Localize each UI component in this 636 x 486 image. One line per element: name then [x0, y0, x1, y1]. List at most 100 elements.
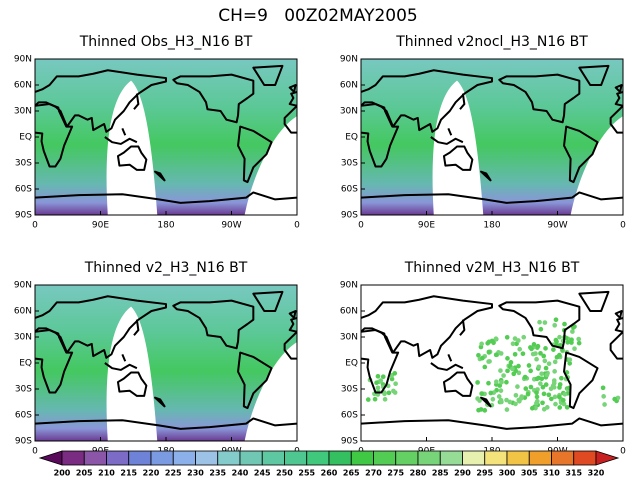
observation-dot: [569, 337, 574, 343]
observation-dot: [378, 378, 384, 383]
colorbar-label: 235: [209, 469, 226, 478]
observation-dot: [541, 391, 547, 397]
y-tick-label: 30N: [340, 333, 358, 343]
observation-dot: [486, 349, 492, 355]
observation-dot: [557, 385, 562, 390]
colorbar-box: [484, 450, 508, 466]
observation-dot: [538, 326, 544, 332]
x-tick-label: 0: [358, 221, 364, 231]
observation-dot: [386, 390, 392, 396]
x-tick-label: 90E: [92, 221, 109, 231]
observation-dot: [533, 351, 538, 356]
colorbar-label: 315: [565, 469, 582, 478]
figure-title: CH=9 00Z02MAY2005: [218, 6, 417, 26]
y-tick-label: EQ: [19, 359, 32, 369]
observation-dot: [539, 376, 545, 382]
observation-dot: [548, 396, 554, 402]
observation-dot: [521, 334, 527, 340]
observation-dot: [517, 346, 523, 352]
x-tick-label: 180: [483, 221, 500, 231]
observation-dot: [531, 342, 537, 347]
observation-dot: [534, 400, 539, 406]
observation-dot: [528, 368, 533, 374]
observation-dot: [544, 372, 550, 378]
observation-dot: [488, 390, 494, 396]
colorbar-box: [106, 450, 130, 466]
observation-dot: [600, 385, 606, 391]
observation-dot: [505, 368, 510, 374]
observation-dot: [571, 325, 576, 330]
colorbar-box: [239, 450, 263, 466]
observation-dot: [553, 401, 558, 407]
observation-dot: [518, 395, 524, 401]
colorbar-label: 250: [276, 469, 293, 478]
panel-title: Thinned v2M_H3_N16 BT: [404, 260, 580, 276]
observation-dot: [602, 402, 607, 407]
observation-dot: [561, 401, 567, 407]
observation-dot: [576, 336, 582, 342]
colorbar-box: [573, 450, 597, 466]
colorbar-box: [395, 450, 419, 466]
observation-dot: [538, 350, 543, 356]
observation-dot: [562, 321, 567, 327]
colorbar-label: 210: [98, 469, 115, 478]
observation-dot: [529, 405, 535, 411]
observation-dot: [499, 399, 504, 405]
panel-title: Thinned Obs_H3_N16 BT: [79, 34, 253, 50]
observation-dot: [557, 405, 563, 410]
y-tick-label: 60N: [340, 307, 358, 317]
observation-dot: [537, 319, 542, 325]
observation-dot: [504, 379, 509, 385]
colorbar-label: 300: [499, 469, 516, 478]
observation-dot: [552, 369, 557, 374]
y-tick-label: 90S: [341, 211, 358, 221]
x-tick-label: 90W: [221, 221, 241, 231]
colorbar-label: 265: [343, 469, 360, 478]
observation-dot: [496, 394, 502, 399]
observation-dot: [476, 352, 481, 358]
observation-dot: [392, 370, 398, 376]
observation-dot: [536, 364, 542, 370]
observation-dot: [554, 339, 559, 345]
observation-dot: [382, 396, 388, 402]
observation-dot: [557, 334, 562, 340]
y-tick-label: 90N: [340, 55, 358, 65]
map-projection: [35, 59, 297, 215]
y-tick-label: 60S: [341, 185, 358, 195]
panel-title: Thinned v2_H3_N16 BT: [84, 260, 248, 276]
observation-dot: [513, 393, 519, 398]
observation-dot: [493, 336, 499, 342]
observation-dot: [552, 359, 558, 365]
colorbar-box: [150, 450, 174, 466]
colorbar-label: 320: [588, 469, 605, 478]
observation-dot: [375, 385, 381, 391]
colorbar-box: [462, 450, 486, 466]
observation-dot: [482, 408, 488, 413]
observation-dot: [501, 373, 506, 378]
y-tick-label: 30N: [14, 333, 32, 343]
y-tick-label: 30N: [14, 107, 32, 117]
swath-gap: [244, 342, 297, 441]
colorbar-label: 225: [165, 469, 182, 478]
colorbar-end: [595, 450, 620, 466]
observation-dot: [534, 356, 539, 362]
observation-dot: [498, 368, 503, 373]
map-projection: [361, 59, 623, 215]
observation-dot: [559, 375, 564, 381]
observation-dot: [480, 355, 485, 361]
y-tick-label: 60N: [14, 307, 32, 317]
observation-dot: [561, 397, 566, 403]
observation-dot: [526, 363, 532, 368]
observation-dot: [516, 338, 521, 343]
observation-dot: [540, 400, 545, 406]
map-panel: Thinned v2_H3_N16 BT090E18090W090N60N30N…: [14, 260, 300, 457]
observation-dot: [551, 380, 557, 386]
observation-dot: [576, 340, 582, 346]
observation-dot: [564, 404, 570, 410]
observation-dot: [522, 374, 528, 380]
colorbar-box: [261, 450, 285, 466]
observation-dot: [375, 373, 381, 379]
y-tick-label: 30N: [340, 107, 358, 117]
observation-dot: [570, 329, 575, 334]
